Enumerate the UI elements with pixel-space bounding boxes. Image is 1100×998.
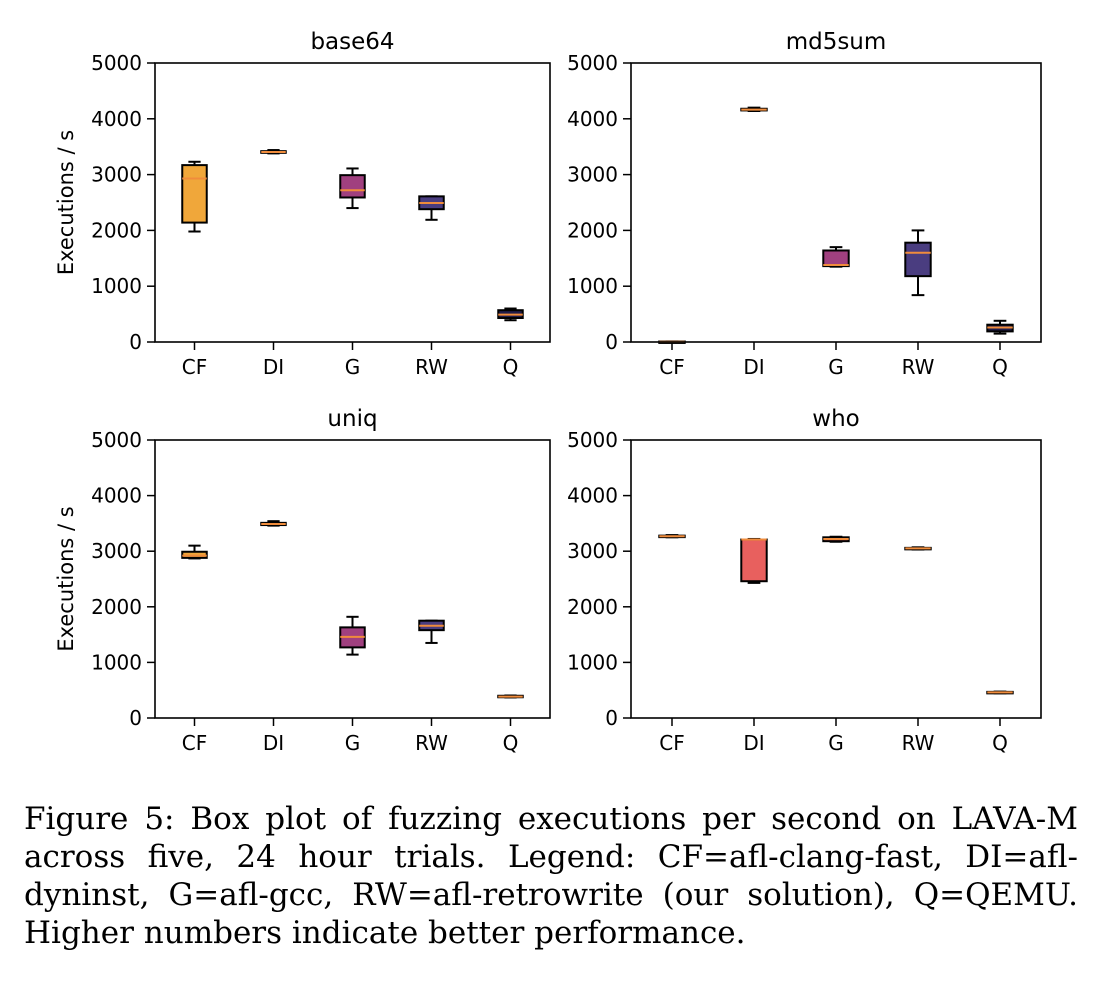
y-tick-label: 2000 xyxy=(91,595,142,619)
box-body xyxy=(181,164,208,224)
y-tick-label: 4000 xyxy=(567,484,618,508)
y-axis-label: Executions / s xyxy=(54,130,78,275)
panel-title: md5sum xyxy=(786,29,887,55)
y-tick-label: 4000 xyxy=(91,107,142,131)
plot-frame xyxy=(154,62,551,343)
figure-caption: Figure 5: Box plot of fuzzing executions… xyxy=(24,801,1078,951)
box-G xyxy=(339,167,366,210)
y-tick-label: 3000 xyxy=(91,539,142,563)
panel-title: base64 xyxy=(310,29,394,55)
x-tick-label: DI xyxy=(743,355,764,379)
y-tick-label: 4000 xyxy=(567,107,618,131)
y-tick-label: 0 xyxy=(605,706,618,730)
box-body xyxy=(904,241,932,278)
box-RW xyxy=(418,619,445,644)
panel-title: who xyxy=(812,406,859,432)
figure: base64 Executions / s 0 1000 2000 3000 4000 500… xyxy=(54,29,1042,755)
x-tick-label: RW xyxy=(902,731,935,755)
x-tick-label: DI xyxy=(263,731,284,755)
box-Q xyxy=(986,690,1014,695)
box-body xyxy=(339,174,366,199)
box-RW xyxy=(418,195,445,221)
y-tick-label: 1000 xyxy=(91,274,142,298)
x-tick-label: RW xyxy=(415,731,448,755)
x-tick-label: G xyxy=(828,731,844,755)
x-tick-label: RW xyxy=(415,355,448,379)
box-G xyxy=(822,246,850,268)
panel-md5sum: md5sum 0 1000 2000 3000 4000 5000 CF DI G RW Q xyxy=(567,29,1042,379)
y-tick-label: 5000 xyxy=(91,428,142,452)
y-tick-label: 1000 xyxy=(567,650,618,674)
plot-frame xyxy=(630,62,1042,343)
box-G xyxy=(822,535,850,543)
y-tick-label: 2000 xyxy=(91,218,142,242)
x-tick-label: CF xyxy=(182,731,207,755)
box-CF xyxy=(658,534,686,539)
x-tick-label: Q xyxy=(503,731,519,755)
y-tick-label: 3000 xyxy=(91,163,142,187)
x-tick-label: DI xyxy=(263,355,284,379)
box-DI xyxy=(740,106,768,112)
panel-who: who 0 1000 2000 3000 4000 5000 CF DI G RW Q xyxy=(567,406,1042,755)
box-Q xyxy=(986,319,1014,335)
x-tick-label: CF xyxy=(659,355,684,379)
x-tick-label: G xyxy=(345,731,361,755)
x-tick-label: Q xyxy=(992,355,1008,379)
box-RW xyxy=(904,229,932,297)
box-Q xyxy=(497,307,524,322)
y-tick-label: 5000 xyxy=(567,51,618,75)
box-CF xyxy=(181,544,208,560)
panel-base64: base64 Executions / s 0 1000 2000 3000 4000 500… xyxy=(54,29,551,379)
box-body xyxy=(822,249,850,268)
y-tick-label: 1000 xyxy=(567,274,618,298)
y-axis-label: Executions / s xyxy=(54,506,78,651)
x-tick-label: RW xyxy=(902,355,935,379)
y-tick-label: 0 xyxy=(129,706,142,730)
panel-uniq: uniq Executions / s 0 1000 2000 3000 4000 5000 C… xyxy=(54,406,551,755)
box-DI xyxy=(260,520,287,527)
y-tick-label: 1000 xyxy=(91,650,142,674)
box-G xyxy=(339,615,366,656)
y-tick-label: 5000 xyxy=(567,428,618,452)
x-tick-label: Q xyxy=(992,731,1008,755)
box-DI xyxy=(260,149,287,155)
y-tick-label: 2000 xyxy=(567,218,618,242)
plot-frame xyxy=(630,439,1042,719)
box-CF xyxy=(181,160,208,233)
x-tick-label: G xyxy=(345,355,361,379)
x-tick-label: DI xyxy=(743,731,764,755)
x-tick-label: CF xyxy=(182,355,207,379)
panel-title: uniq xyxy=(327,406,377,432)
box-DI xyxy=(740,537,768,584)
y-tick-label: 0 xyxy=(129,330,142,354)
x-tick-label: Q xyxy=(503,355,519,379)
box-RW xyxy=(904,546,932,551)
x-tick-label: CF xyxy=(659,731,684,755)
plot-frame xyxy=(154,439,551,719)
y-tick-label: 4000 xyxy=(91,484,142,508)
y-tick-label: 3000 xyxy=(567,163,618,187)
box-body xyxy=(740,538,768,583)
y-tick-label: 3000 xyxy=(567,539,618,563)
box-Q xyxy=(497,694,524,699)
y-tick-label: 0 xyxy=(605,330,618,354)
y-tick-label: 5000 xyxy=(91,51,142,75)
x-tick-label: G xyxy=(828,355,844,379)
y-tick-label: 2000 xyxy=(567,595,618,619)
